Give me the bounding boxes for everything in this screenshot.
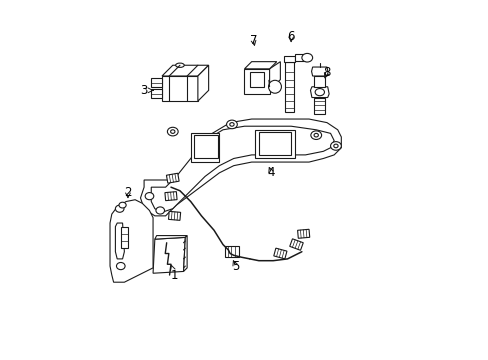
Polygon shape	[166, 173, 179, 183]
Bar	[224, 246, 239, 257]
Polygon shape	[121, 226, 128, 248]
Ellipse shape	[330, 141, 341, 150]
Ellipse shape	[170, 130, 175, 134]
Polygon shape	[162, 76, 198, 101]
Polygon shape	[153, 237, 185, 273]
Polygon shape	[310, 87, 328, 98]
Ellipse shape	[116, 262, 125, 270]
Ellipse shape	[314, 89, 324, 96]
Ellipse shape	[301, 53, 312, 62]
Polygon shape	[273, 248, 286, 259]
Polygon shape	[190, 134, 219, 162]
Text: 5: 5	[231, 260, 239, 273]
Polygon shape	[140, 119, 341, 216]
Polygon shape	[297, 229, 309, 238]
Polygon shape	[183, 235, 187, 271]
Ellipse shape	[333, 144, 337, 148]
Polygon shape	[168, 211, 180, 220]
Text: 6: 6	[287, 30, 294, 43]
Polygon shape	[151, 89, 162, 98]
Polygon shape	[269, 62, 280, 90]
Ellipse shape	[268, 80, 281, 93]
Bar	[258, 132, 290, 155]
Polygon shape	[164, 192, 177, 201]
Polygon shape	[244, 69, 269, 94]
Ellipse shape	[313, 134, 318, 137]
Polygon shape	[294, 54, 306, 60]
Text: 1: 1	[170, 265, 178, 282]
Polygon shape	[311, 67, 327, 76]
Text: 7: 7	[249, 33, 257, 47]
Polygon shape	[110, 200, 153, 282]
Ellipse shape	[167, 127, 178, 136]
Polygon shape	[255, 130, 294, 158]
Polygon shape	[289, 239, 303, 250]
Polygon shape	[284, 56, 294, 62]
Polygon shape	[284, 62, 293, 112]
Polygon shape	[244, 62, 276, 69]
Polygon shape	[151, 126, 333, 212]
Bar	[249, 72, 264, 87]
Polygon shape	[314, 98, 325, 114]
Ellipse shape	[310, 131, 321, 139]
Text: 3: 3	[140, 84, 153, 97]
Ellipse shape	[119, 202, 126, 208]
Polygon shape	[198, 65, 208, 101]
Bar	[194, 135, 217, 158]
Ellipse shape	[229, 123, 234, 126]
Ellipse shape	[156, 207, 164, 214]
Polygon shape	[162, 65, 208, 76]
Ellipse shape	[145, 193, 153, 200]
Ellipse shape	[175, 63, 184, 67]
Polygon shape	[151, 78, 162, 87]
Polygon shape	[115, 223, 124, 259]
Ellipse shape	[115, 205, 124, 212]
Text: 8: 8	[323, 66, 330, 79]
Text: 4: 4	[267, 166, 275, 179]
Text: 2: 2	[124, 186, 131, 199]
Polygon shape	[314, 76, 325, 87]
Polygon shape	[155, 235, 187, 239]
Ellipse shape	[226, 120, 237, 129]
